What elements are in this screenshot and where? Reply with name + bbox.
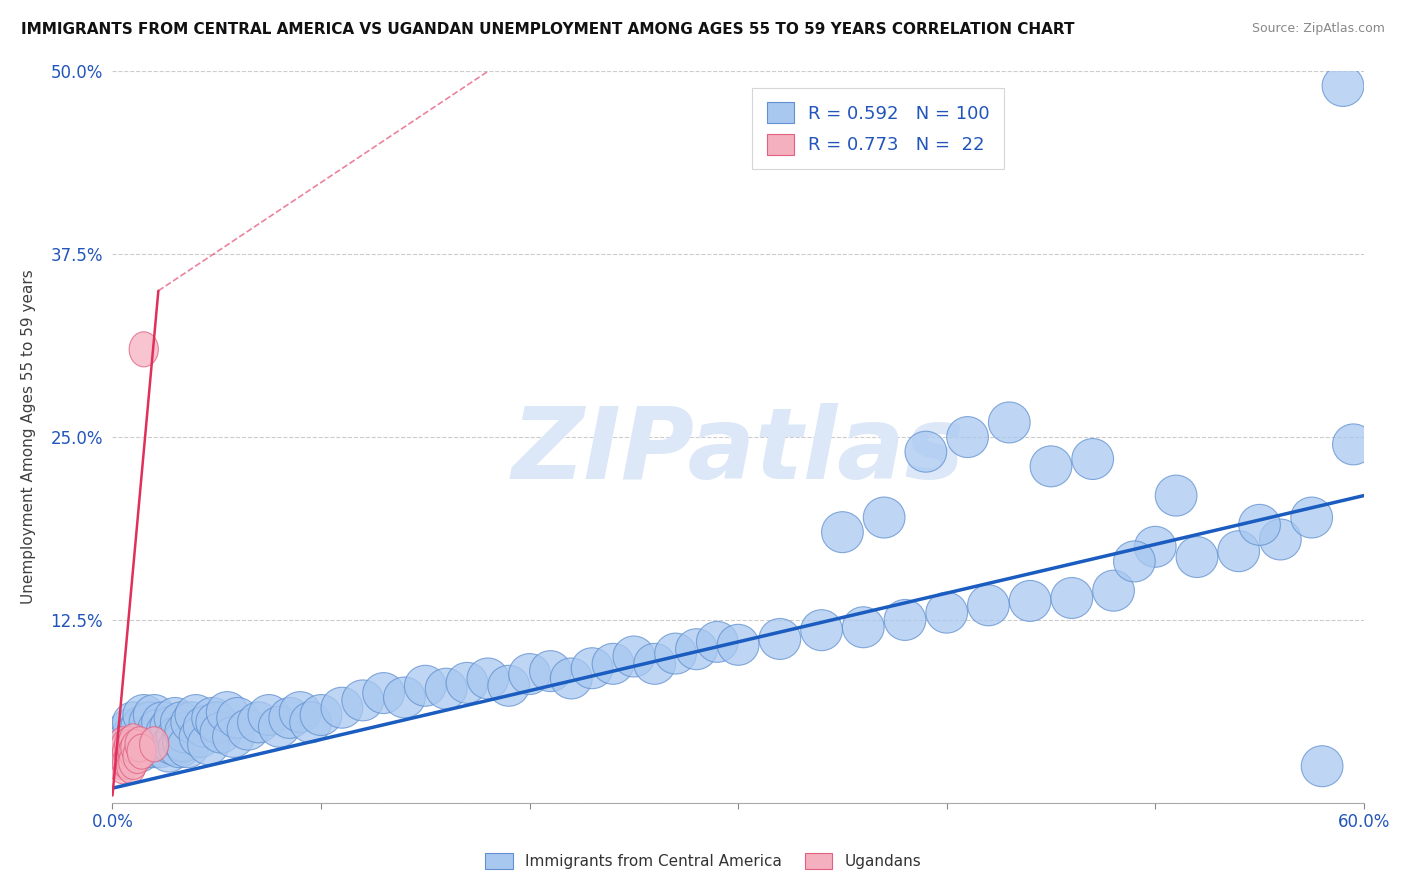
Legend: R = 0.592   N = 100, R = 0.773   N =  22: R = 0.592 N = 100, R = 0.773 N = 22	[752, 87, 1004, 169]
Text: IMMIGRANTS FROM CENTRAL AMERICA VS UGANDAN UNEMPLOYMENT AMONG AGES 55 TO 59 YEAR: IMMIGRANTS FROM CENTRAL AMERICA VS UGAND…	[21, 22, 1074, 37]
Text: ZIPatlas: ZIPatlas	[512, 403, 965, 500]
Text: Source: ZipAtlas.com: Source: ZipAtlas.com	[1251, 22, 1385, 36]
Y-axis label: Unemployment Among Ages 55 to 59 years: Unemployment Among Ages 55 to 59 years	[21, 269, 37, 605]
Legend: Immigrants from Central America, Ugandans: Immigrants from Central America, Ugandan…	[479, 847, 927, 875]
